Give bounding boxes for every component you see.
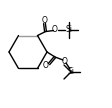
Text: O: O [42, 16, 47, 25]
Text: Si: Si [65, 25, 72, 34]
Text: O: O [43, 61, 49, 71]
Text: Si: Si [68, 68, 74, 76]
Text: O: O [52, 25, 58, 34]
Text: O: O [62, 56, 68, 65]
